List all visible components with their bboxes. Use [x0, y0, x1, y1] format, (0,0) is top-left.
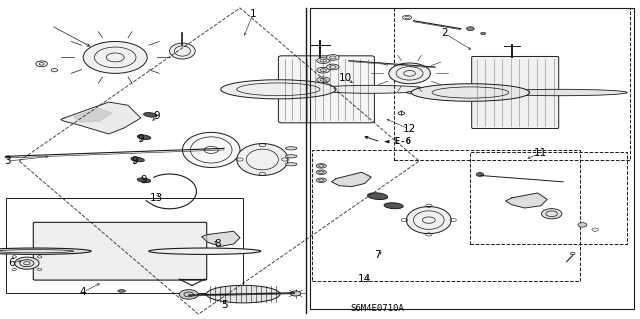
Ellipse shape: [406, 89, 541, 96]
Ellipse shape: [317, 67, 330, 73]
Ellipse shape: [83, 41, 147, 73]
Text: 9: 9: [154, 111, 160, 122]
Polygon shape: [74, 108, 112, 122]
Ellipse shape: [326, 64, 339, 70]
Text: 12: 12: [403, 124, 416, 134]
Ellipse shape: [149, 248, 261, 255]
Ellipse shape: [206, 285, 280, 303]
Ellipse shape: [143, 113, 157, 117]
Ellipse shape: [481, 32, 486, 35]
Text: 9: 9: [131, 156, 138, 166]
Ellipse shape: [131, 157, 145, 162]
Ellipse shape: [285, 155, 297, 158]
Ellipse shape: [384, 203, 403, 209]
Ellipse shape: [541, 209, 562, 219]
Ellipse shape: [179, 290, 198, 299]
Ellipse shape: [182, 132, 240, 167]
Ellipse shape: [316, 170, 326, 174]
Text: 10: 10: [339, 73, 352, 83]
Polygon shape: [506, 193, 547, 208]
Ellipse shape: [389, 63, 431, 84]
Ellipse shape: [221, 80, 336, 99]
Text: 1: 1: [250, 9, 256, 19]
Text: 6: 6: [8, 258, 15, 268]
Text: 9: 9: [138, 134, 144, 144]
Ellipse shape: [15, 257, 39, 269]
Ellipse shape: [578, 223, 587, 227]
Ellipse shape: [291, 291, 301, 296]
Polygon shape: [61, 102, 141, 134]
Ellipse shape: [316, 164, 326, 168]
Text: 13: 13: [150, 193, 163, 203]
Ellipse shape: [170, 43, 195, 59]
Ellipse shape: [467, 27, 474, 31]
Ellipse shape: [412, 84, 530, 101]
Text: 11: 11: [534, 148, 547, 158]
Ellipse shape: [476, 173, 484, 176]
Ellipse shape: [317, 77, 330, 83]
Ellipse shape: [317, 58, 330, 63]
Polygon shape: [202, 231, 240, 246]
Text: S6M4E0710A: S6M4E0710A: [351, 304, 404, 313]
Ellipse shape: [314, 85, 429, 93]
Text: 2: 2: [442, 28, 448, 39]
FancyBboxPatch shape: [278, 56, 374, 123]
Text: 14: 14: [358, 274, 371, 284]
Ellipse shape: [137, 135, 151, 139]
Ellipse shape: [5, 156, 10, 158]
Ellipse shape: [326, 55, 339, 60]
Ellipse shape: [316, 178, 326, 182]
Ellipse shape: [224, 85, 339, 93]
Ellipse shape: [493, 89, 627, 96]
Text: 4: 4: [80, 287, 86, 297]
Ellipse shape: [137, 178, 151, 182]
FancyBboxPatch shape: [33, 222, 207, 280]
Ellipse shape: [237, 144, 288, 175]
Ellipse shape: [285, 147, 297, 150]
Polygon shape: [332, 172, 371, 187]
Text: 5: 5: [221, 300, 227, 310]
Ellipse shape: [118, 290, 125, 292]
Ellipse shape: [367, 193, 388, 200]
Ellipse shape: [0, 248, 92, 255]
Text: ◄ E-6: ◄ E-6: [384, 137, 411, 146]
Text: 8: 8: [214, 239, 221, 249]
Ellipse shape: [406, 207, 451, 234]
Text: 3: 3: [4, 156, 11, 166]
FancyBboxPatch shape: [472, 56, 559, 129]
Text: 9: 9: [141, 175, 147, 185]
Ellipse shape: [285, 163, 297, 166]
Text: 7: 7: [374, 250, 381, 260]
